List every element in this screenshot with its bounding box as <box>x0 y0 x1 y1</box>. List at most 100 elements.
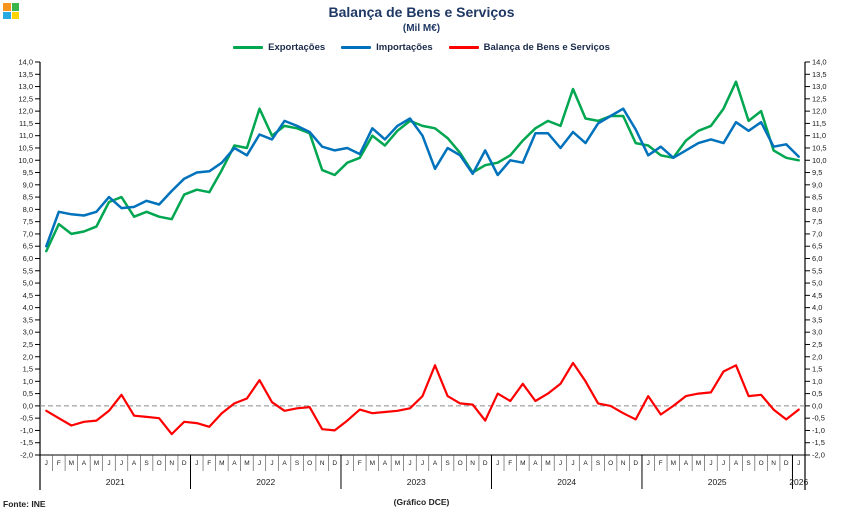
month-label: A <box>583 460 588 467</box>
month-label: J <box>496 460 499 467</box>
year-label: 2023 <box>407 477 426 487</box>
y-axis-label-left: 12,0 <box>18 107 33 116</box>
month-label: J <box>722 460 725 467</box>
month-label: J <box>346 460 349 467</box>
y-axis-label-left: 7,5 <box>23 217 33 226</box>
month-label: J <box>709 460 712 467</box>
month-label: M <box>671 460 676 467</box>
month-label: A <box>383 460 388 467</box>
month-label: D <box>483 460 488 467</box>
y-axis-label-right: 9,5 <box>812 168 822 177</box>
month-label: N <box>320 460 325 467</box>
month-label: N <box>771 460 776 467</box>
y-axis-label-left: -0,5 <box>20 414 33 423</box>
month-label: A <box>232 460 237 467</box>
month-label: D <box>332 460 337 467</box>
month-label: F <box>659 460 663 467</box>
y-axis-label-left: 8,0 <box>23 205 33 214</box>
month-label: J <box>408 460 411 467</box>
month-label: A <box>132 460 137 467</box>
legend-label: Balança de Bens e Serviços <box>483 42 610 53</box>
y-axis-label-right: 0,0 <box>812 401 822 410</box>
month-label: J <box>797 460 800 467</box>
y-axis-label-left: 12,5 <box>18 94 33 103</box>
legend-line-swatch <box>341 45 372 50</box>
month-label: A <box>82 460 87 467</box>
month-label: N <box>621 460 626 467</box>
y-axis-label-left: 13,0 <box>18 82 33 91</box>
month-label: J <box>421 460 424 467</box>
y-axis-label-right: 4,0 <box>812 303 822 312</box>
y-axis-label-left: 14,0 <box>18 58 33 67</box>
y-axis-label-left: 10,5 <box>18 143 33 152</box>
legend-item-1: Exportações <box>233 42 325 53</box>
y-axis-label-right: 3,0 <box>812 328 822 337</box>
year-label: 2026 <box>789 477 808 487</box>
y-axis-label-right: 3,5 <box>812 315 822 324</box>
month-label: F <box>207 460 211 467</box>
y-axis-label-right: 14,0 <box>812 58 827 67</box>
month-label: A <box>533 460 538 467</box>
series-line-1 <box>45 80 800 253</box>
month-label: J <box>270 460 273 467</box>
y-axis-label-right: 12,5 <box>812 94 827 103</box>
legend-item-3: Balança de Bens e Serviços <box>448 42 610 53</box>
month-label: M <box>94 460 99 467</box>
month-label: D <box>633 460 638 467</box>
y-axis-label-right: 6,5 <box>812 242 822 251</box>
y-axis-label-left: 3,0 <box>23 328 33 337</box>
month-label: N <box>169 460 174 467</box>
legend-item-2: Importações <box>341 42 433 53</box>
y-axis-label-right: 2,5 <box>812 340 822 349</box>
logo-square-2 <box>11 3 19 11</box>
series-line-3 <box>45 361 800 436</box>
year-label: 2022 <box>256 477 275 487</box>
month-label: O <box>458 460 463 467</box>
y-axis-label-right: 13,0 <box>812 82 827 91</box>
y-axis-label-left: 3,5 <box>23 315 33 324</box>
y-axis-label-left: 5,0 <box>23 279 33 288</box>
y-axis-label-left: 6,5 <box>23 242 33 251</box>
app-logo-icon <box>3 3 19 19</box>
month-label: A <box>684 460 689 467</box>
y-axis-label-left: 5,5 <box>23 266 33 275</box>
month-label: J <box>120 460 123 467</box>
y-axis-label-left: -1,5 <box>20 438 33 447</box>
y-axis-label-right: 6,0 <box>812 254 822 263</box>
y-axis-label-left: 1,5 <box>23 365 33 374</box>
month-label: M <box>219 460 224 467</box>
y-axis-label-left: 2,0 <box>23 352 33 361</box>
y-axis-label-right: 9,0 <box>812 180 822 189</box>
month-label: N <box>470 460 475 467</box>
y-axis-label-right: 7,5 <box>812 217 822 226</box>
y-axis-label-left: -2,0 <box>20 451 33 460</box>
y-axis-label-right: -1,0 <box>812 426 825 435</box>
month-label: O <box>307 460 312 467</box>
y-axis-label-right: 11,0 <box>812 131 826 140</box>
y-axis-label-right: 1,5 <box>812 365 822 374</box>
month-label: A <box>282 460 287 467</box>
month-label: S <box>596 460 601 467</box>
y-axis-label-left: 0,5 <box>23 389 33 398</box>
y-axis-label-right: 12,0 <box>812 107 827 116</box>
y-axis-label-right: 8,5 <box>812 193 822 202</box>
month-label: M <box>696 460 701 467</box>
month-label: F <box>358 460 362 467</box>
month-label: J <box>45 460 48 467</box>
month-label: J <box>195 460 198 467</box>
month-label: M <box>69 460 74 467</box>
y-axis-label-left: 1,0 <box>23 377 33 386</box>
y-axis-label-left: 4,5 <box>23 291 33 300</box>
month-label: D <box>182 460 187 467</box>
y-axis-label-left: 6,0 <box>23 254 33 263</box>
y-axis-label-right: 2,0 <box>812 352 822 361</box>
month-label: M <box>520 460 525 467</box>
graph-author-note: (Gráfico DCE) <box>393 497 450 507</box>
y-axis-label-right: 10,0 <box>812 156 827 165</box>
month-label: O <box>157 460 162 467</box>
y-axis-label-right: -2,0 <box>812 451 825 460</box>
chart-subtitle-unit: (Mil M€) <box>402 23 441 34</box>
y-axis-label-right: 5,5 <box>812 266 822 275</box>
